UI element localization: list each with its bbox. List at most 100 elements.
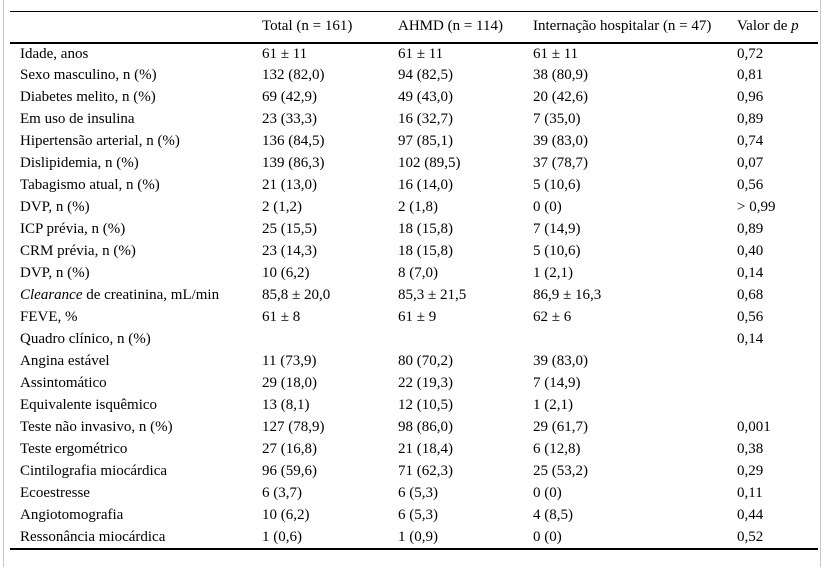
hospitalization-cell: 1 (2,1) <box>533 265 573 281</box>
table-row: Clearance de creatinina, mL/min 85,8 ± 20… <box>10 285 818 307</box>
ahmd-cell: 97 (85,1) <box>398 133 453 149</box>
hospitalization-cell: 38 (80,9) <box>533 67 588 83</box>
table-row: Dislipidemia, n (%) 139 (86,3) 102 (89,5) 3… <box>10 153 818 175</box>
row-label-cell: DVP, n (%) <box>10 263 262 285</box>
p-value-cell: 0,07 <box>737 155 764 171</box>
ahmd-cell: 71 (62,3) <box>398 463 453 479</box>
row-label-cell: Ressonância miocárdica <box>10 527 262 549</box>
hospitalization-cell: 5 (10,6) <box>533 243 581 259</box>
hospitalization-cell: 6 (12,8) <box>533 441 581 457</box>
total-cell <box>262 329 398 351</box>
text-segment: FEVE, % <box>20 309 78 325</box>
row-label-cell: Equivalente isquêmico <box>10 395 262 417</box>
row-label-cell: Sexo masculino, n (%) <box>10 65 262 87</box>
hospitalization-cell: 0 (0) <box>533 199 562 215</box>
ahmd-cell: 1 (0,9) <box>398 528 438 545</box>
ahmd-cell: 102 (89,5) <box>398 155 461 171</box>
row-label-cell: Tabagismo atual, n (%) <box>10 175 262 197</box>
ahmd-cell: 85,3 ± 21,5 <box>398 287 467 303</box>
text-segment: Diabetes melito, n (%) <box>20 89 156 105</box>
table-row: Hipertensão arterial, n (%) 136 (84,5) 97 … <box>10 131 818 153</box>
row-label-cell: Angiotomografia <box>10 505 262 527</box>
row-label-cell: Clearance de creatinina, mL/min <box>10 285 262 307</box>
p-value-cell: 0,44 <box>737 507 764 523</box>
text-segment: ICP prévia, n (%) <box>20 221 126 237</box>
table-row: Teste ergométrico 27 (16,8) 21 (18,4) 6 (12… <box>10 439 818 461</box>
total-cell: 139 (86,3) <box>262 155 325 171</box>
text-segment: Angina estável <box>20 353 110 369</box>
p-value-cell: 0,56 <box>737 309 764 325</box>
p-value-cell: 0,14 <box>737 331 764 347</box>
text-segment: Valor de <box>737 18 792 35</box>
table-body: Idade, anos 61 ± 11 61 ± 11 61 ± 11 0,72 Sexo… <box>10 43 818 549</box>
text-segment: CRM prévia, n (%) <box>20 243 136 259</box>
row-label-cell: ICP prévia, n (%) <box>10 219 262 241</box>
ahmd-cell: 6 (5,3) <box>398 485 438 501</box>
row-label-cell: Diabetes melito, n (%) <box>10 87 262 109</box>
ahmd-cell: 61 ± 9 <box>398 309 437 325</box>
row-label-cell: Ecoestresse <box>10 483 262 505</box>
text-segment: Total (n = 161) <box>262 18 353 35</box>
table-row: DVP, n (%) 10 (6,2) 8 (7,0) 1 (2,1) 0,14 <box>10 263 818 285</box>
p-value-cell <box>737 395 818 417</box>
text-segment: Sexo masculino, n (%) <box>20 67 157 83</box>
total-cell: 69 (42,9) <box>262 89 317 105</box>
p-value-cell: 0,11 <box>737 485 763 501</box>
total-cell: 132 (82,0) <box>262 67 325 83</box>
table-row: Diabetes melito, n (%) 69 (42,9) 49 (43,0)… <box>10 87 818 109</box>
page-edge-line-left <box>3 0 4 567</box>
table-row: Ecoestresse 6 (3,7) 6 (5,3) 0 (0) 0,11 <box>10 483 818 505</box>
p-value-cell: > 0,99 <box>737 199 776 215</box>
hospitalization-cell: 7 (14,9) <box>533 221 581 237</box>
hospitalization-cell: 39 (83,0) <box>533 133 588 149</box>
ahmd-cell: 22 (19,3) <box>398 375 453 391</box>
text-segment: Angiotomografia <box>20 507 124 523</box>
table-row: Angiotomografia 10 (6,2) 6 (5,3) 4 (8,5) 0,4… <box>10 505 818 527</box>
text-segment: Em uso de insulina <box>20 111 135 127</box>
total-cell: 29 (18,0) <box>262 375 317 391</box>
total-cell: 85,8 ± 20,0 <box>262 287 331 303</box>
text-segment: Idade, anos <box>20 45 89 62</box>
p-value-cell: 0,89 <box>737 221 764 237</box>
p-value-cell: 0,40 <box>737 243 764 259</box>
hospitalization-cell: 20 (42,6) <box>533 89 588 105</box>
table-row: ICP prévia, n (%) 25 (15,5) 18 (15,8) 7 (14… <box>10 219 818 241</box>
ahmd-cell: 16 (32,7) <box>398 111 453 127</box>
p-value-cell: 0,89 <box>737 111 764 127</box>
text-segment: Clearance <box>20 287 83 303</box>
table-header-row: Total (n = 161) AHMD (n = 114) Internação … <box>10 12 818 43</box>
total-cell: 25 (15,5) <box>262 221 317 237</box>
table-row: Idade, anos 61 ± 11 61 ± 11 61 ± 11 0,72 <box>10 43 818 65</box>
p-value-cell: 0,56 <box>737 177 764 193</box>
hospitalization-cell: 4 (8,5) <box>533 507 573 523</box>
hospitalization-cell: 0 (0) <box>533 528 562 545</box>
text-segment: Internação hospitalar (n = 47) <box>533 18 712 35</box>
total-cell: 61 ± 8 <box>262 309 301 325</box>
table-row: Ressonância miocárdica 1 (0,6) 1 (0,9) 0 (0… <box>10 527 818 549</box>
row-label-cell: Cintilografia miocárdica <box>10 461 262 483</box>
total-cell: 10 (6,2) <box>262 507 310 523</box>
total-cell: 10 (6,2) <box>262 265 310 281</box>
total-cell: 96 (59,6) <box>262 463 317 479</box>
p-value-cell: 0,14 <box>737 265 764 281</box>
total-cell: 23 (14,3) <box>262 243 317 259</box>
ahmd-cell: 16 (14,0) <box>398 177 453 193</box>
hospitalization-cell <box>533 329 737 351</box>
row-label-cell: DVP, n (%) <box>10 197 262 219</box>
text-segment: DVP, n (%) <box>20 265 90 281</box>
ahmd-cell: 61 ± 11 <box>398 45 444 62</box>
column-header-label <box>10 12 262 43</box>
text-segment: Teste não invasivo, n (%) <box>20 419 173 435</box>
row-label-cell: Angina estável <box>10 351 262 373</box>
p-value-cell: 0,96 <box>737 89 764 105</box>
text-segment: Ecoestresse <box>20 485 90 501</box>
hospitalization-cell: 1 (2,1) <box>533 397 573 413</box>
total-cell: 23 (33,3) <box>262 111 317 127</box>
text-segment: Quadro clínico, n (%) <box>20 331 151 347</box>
column-header-ahmd: AHMD (n = 114) <box>398 12 533 43</box>
table-row: Tabagismo atual, n (%) 21 (13,0) 16 (14,0)… <box>10 175 818 197</box>
p-value-cell: 0,74 <box>737 133 764 149</box>
text-segment: Cintilografia miocárdica <box>20 463 168 479</box>
hospitalization-cell: 7 (14,9) <box>533 375 581 391</box>
p-value-cell <box>737 351 818 373</box>
